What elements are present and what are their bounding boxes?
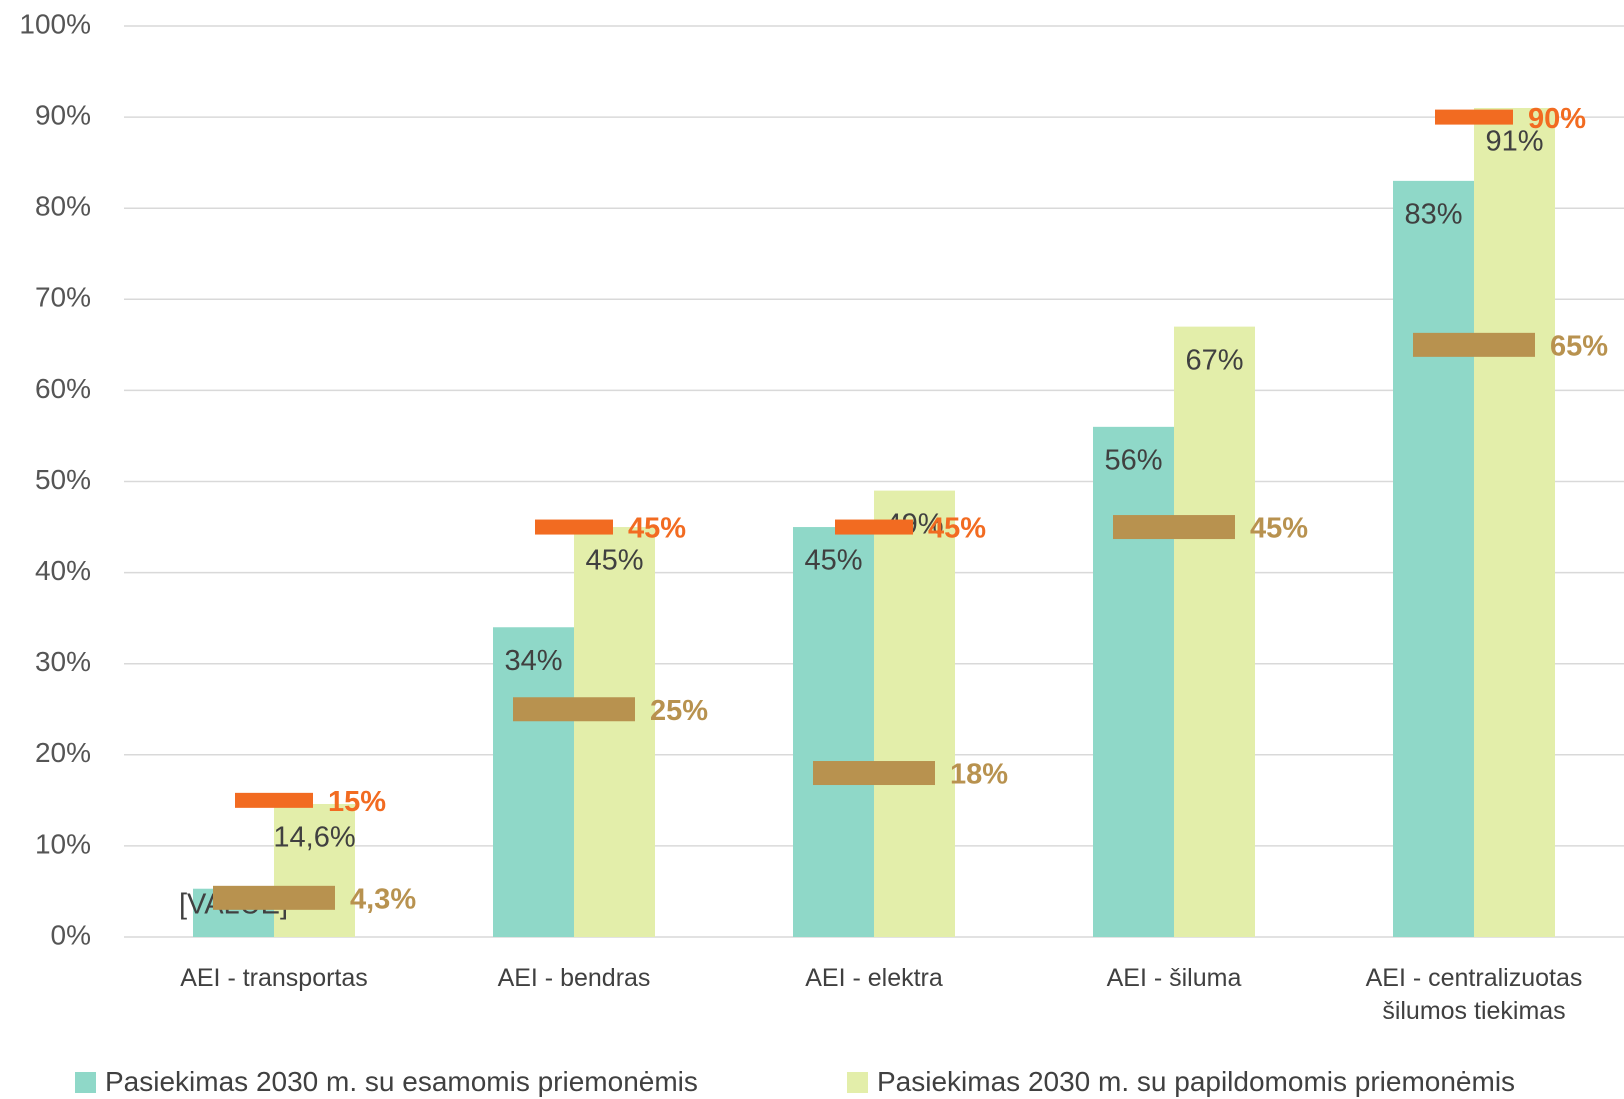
bar [1474, 107, 1555, 938]
bar [793, 527, 874, 937]
y-tick-label: 20% [35, 737, 91, 768]
y-tick-label: 60% [35, 373, 91, 404]
marker-label: 15% [328, 786, 386, 818]
value-label: 45% [585, 545, 643, 577]
target-marker [213, 885, 335, 910]
bar [1393, 180, 1474, 937]
value-label: 34% [504, 645, 562, 677]
y-tick-label: 50% [35, 464, 91, 495]
legend-swatch [847, 1071, 868, 1093]
value-label: 14,6% [273, 822, 355, 854]
x-tick-label: AEI - centralizuotas šilumos tiekimas [1365, 964, 1583, 1025]
value-label: 45% [804, 545, 862, 577]
y-tick-label: 40% [35, 555, 91, 586]
legend-swatch [75, 1071, 96, 1093]
y-tick-label: 100% [19, 8, 91, 39]
y-tick-label: 0% [51, 919, 91, 950]
bar [1174, 326, 1255, 937]
marker-label: 45% [628, 513, 686, 545]
bar [493, 627, 574, 937]
y-tick-label: 80% [35, 191, 91, 222]
x-tick-label: AEI - bendras [497, 964, 651, 992]
legend-label: Pasiekimas 2030 m. su papildomomis priem… [877, 1066, 1516, 1097]
target-marker [1435, 109, 1513, 125]
value-label: 56% [1104, 444, 1162, 476]
y-tick-label: 30% [35, 646, 91, 677]
legend-item: Pasiekimas 2030 m. su papildomomis priem… [847, 1066, 1515, 1098]
y-tick-label: 70% [35, 282, 91, 313]
bar [874, 490, 955, 937]
legend-label: Pasiekimas 2030 m. su esamomis priemonėm… [105, 1066, 698, 1097]
x-tick-label: AEI - transportas [180, 964, 368, 992]
x-tick-label: AEI - elektra [805, 964, 943, 992]
y-tick-label: 10% [35, 828, 91, 859]
value-label: 91% [1485, 126, 1543, 158]
marker-label: 18% [950, 759, 1008, 791]
target-marker [1413, 332, 1535, 357]
bar [1093, 426, 1174, 937]
marker-label: 25% [650, 695, 708, 727]
bar [274, 803, 355, 937]
target-marker [235, 792, 313, 808]
target-marker [813, 761, 935, 786]
target-marker [1113, 515, 1235, 540]
marker-label: 45% [928, 513, 986, 545]
value-label: 83% [1404, 199, 1462, 231]
x-tick-label: AEI - šiluma [1106, 964, 1242, 992]
target-marker [513, 697, 635, 722]
marker-label: 4,3% [350, 883, 416, 915]
bar [574, 527, 655, 937]
marker-label: 90% [1528, 103, 1586, 135]
marker-label: 45% [1250, 513, 1308, 545]
target-marker [535, 519, 613, 535]
value-label: 67% [1185, 344, 1243, 376]
target-marker [835, 519, 913, 535]
y-tick-label: 90% [35, 99, 91, 130]
marker-label: 65% [1550, 331, 1608, 363]
legend-item: Pasiekimas 2030 m. su esamomis priemonėm… [75, 1066, 698, 1098]
